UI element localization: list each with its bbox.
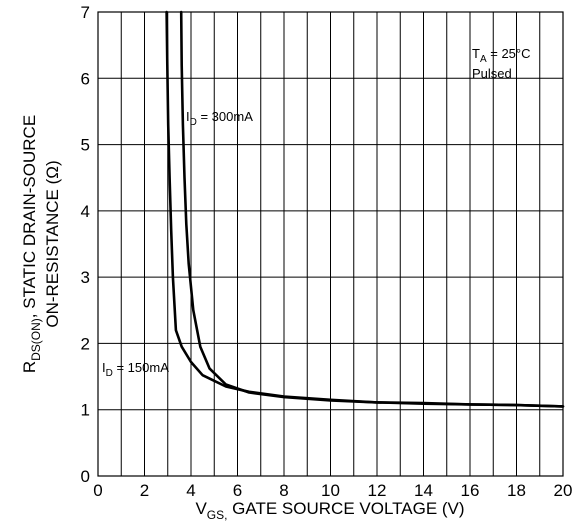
y-tick-label: 6: [81, 69, 90, 88]
x-tick-label: 2: [140, 481, 149, 500]
x-tick-label: 4: [186, 481, 195, 500]
y-tick-label: 1: [81, 401, 90, 420]
y-tick-label: 0: [81, 467, 90, 486]
x-tick-label: 0: [93, 481, 102, 500]
series-label-150ma: ID = 150mA: [102, 360, 169, 379]
x-tick-label: 8: [279, 481, 288, 500]
curves: [165, 10, 565, 408]
series-label-300ma: ID = 300mA: [186, 109, 253, 128]
y-tick-label: 4: [81, 202, 90, 221]
curve-id-150ma: [165, 10, 565, 408]
x-axis-label: VGS, GATE SOURCE VOLTAGE (V): [195, 499, 464, 522]
y-axis-label-line-2: ON-RESISTANCE (Ω): [43, 160, 62, 327]
x-tick-label: 10: [321, 481, 340, 500]
conditions-pulsed: Pulsed: [472, 66, 512, 81]
x-tick-label: 20: [554, 481, 573, 500]
x-tick-label: 12: [368, 481, 387, 500]
y-tick-label: 2: [81, 334, 90, 353]
y-axis-label-line-1: RDS(ON), STATIC DRAIN-SOURCE: [20, 115, 43, 373]
grid: [98, 12, 563, 476]
y-tick-label: 3: [81, 268, 90, 287]
x-tick-label: 14: [414, 481, 433, 500]
x-tick-label: 16: [461, 481, 480, 500]
y-tick-label: 5: [81, 136, 90, 155]
plot-frame: [97, 11, 564, 477]
x-tick-label: 6: [233, 481, 242, 500]
x-tick-label: 18: [507, 481, 526, 500]
y-tick-label: 7: [81, 3, 90, 22]
conditions-temperature: TA = 25°C: [472, 46, 531, 65]
